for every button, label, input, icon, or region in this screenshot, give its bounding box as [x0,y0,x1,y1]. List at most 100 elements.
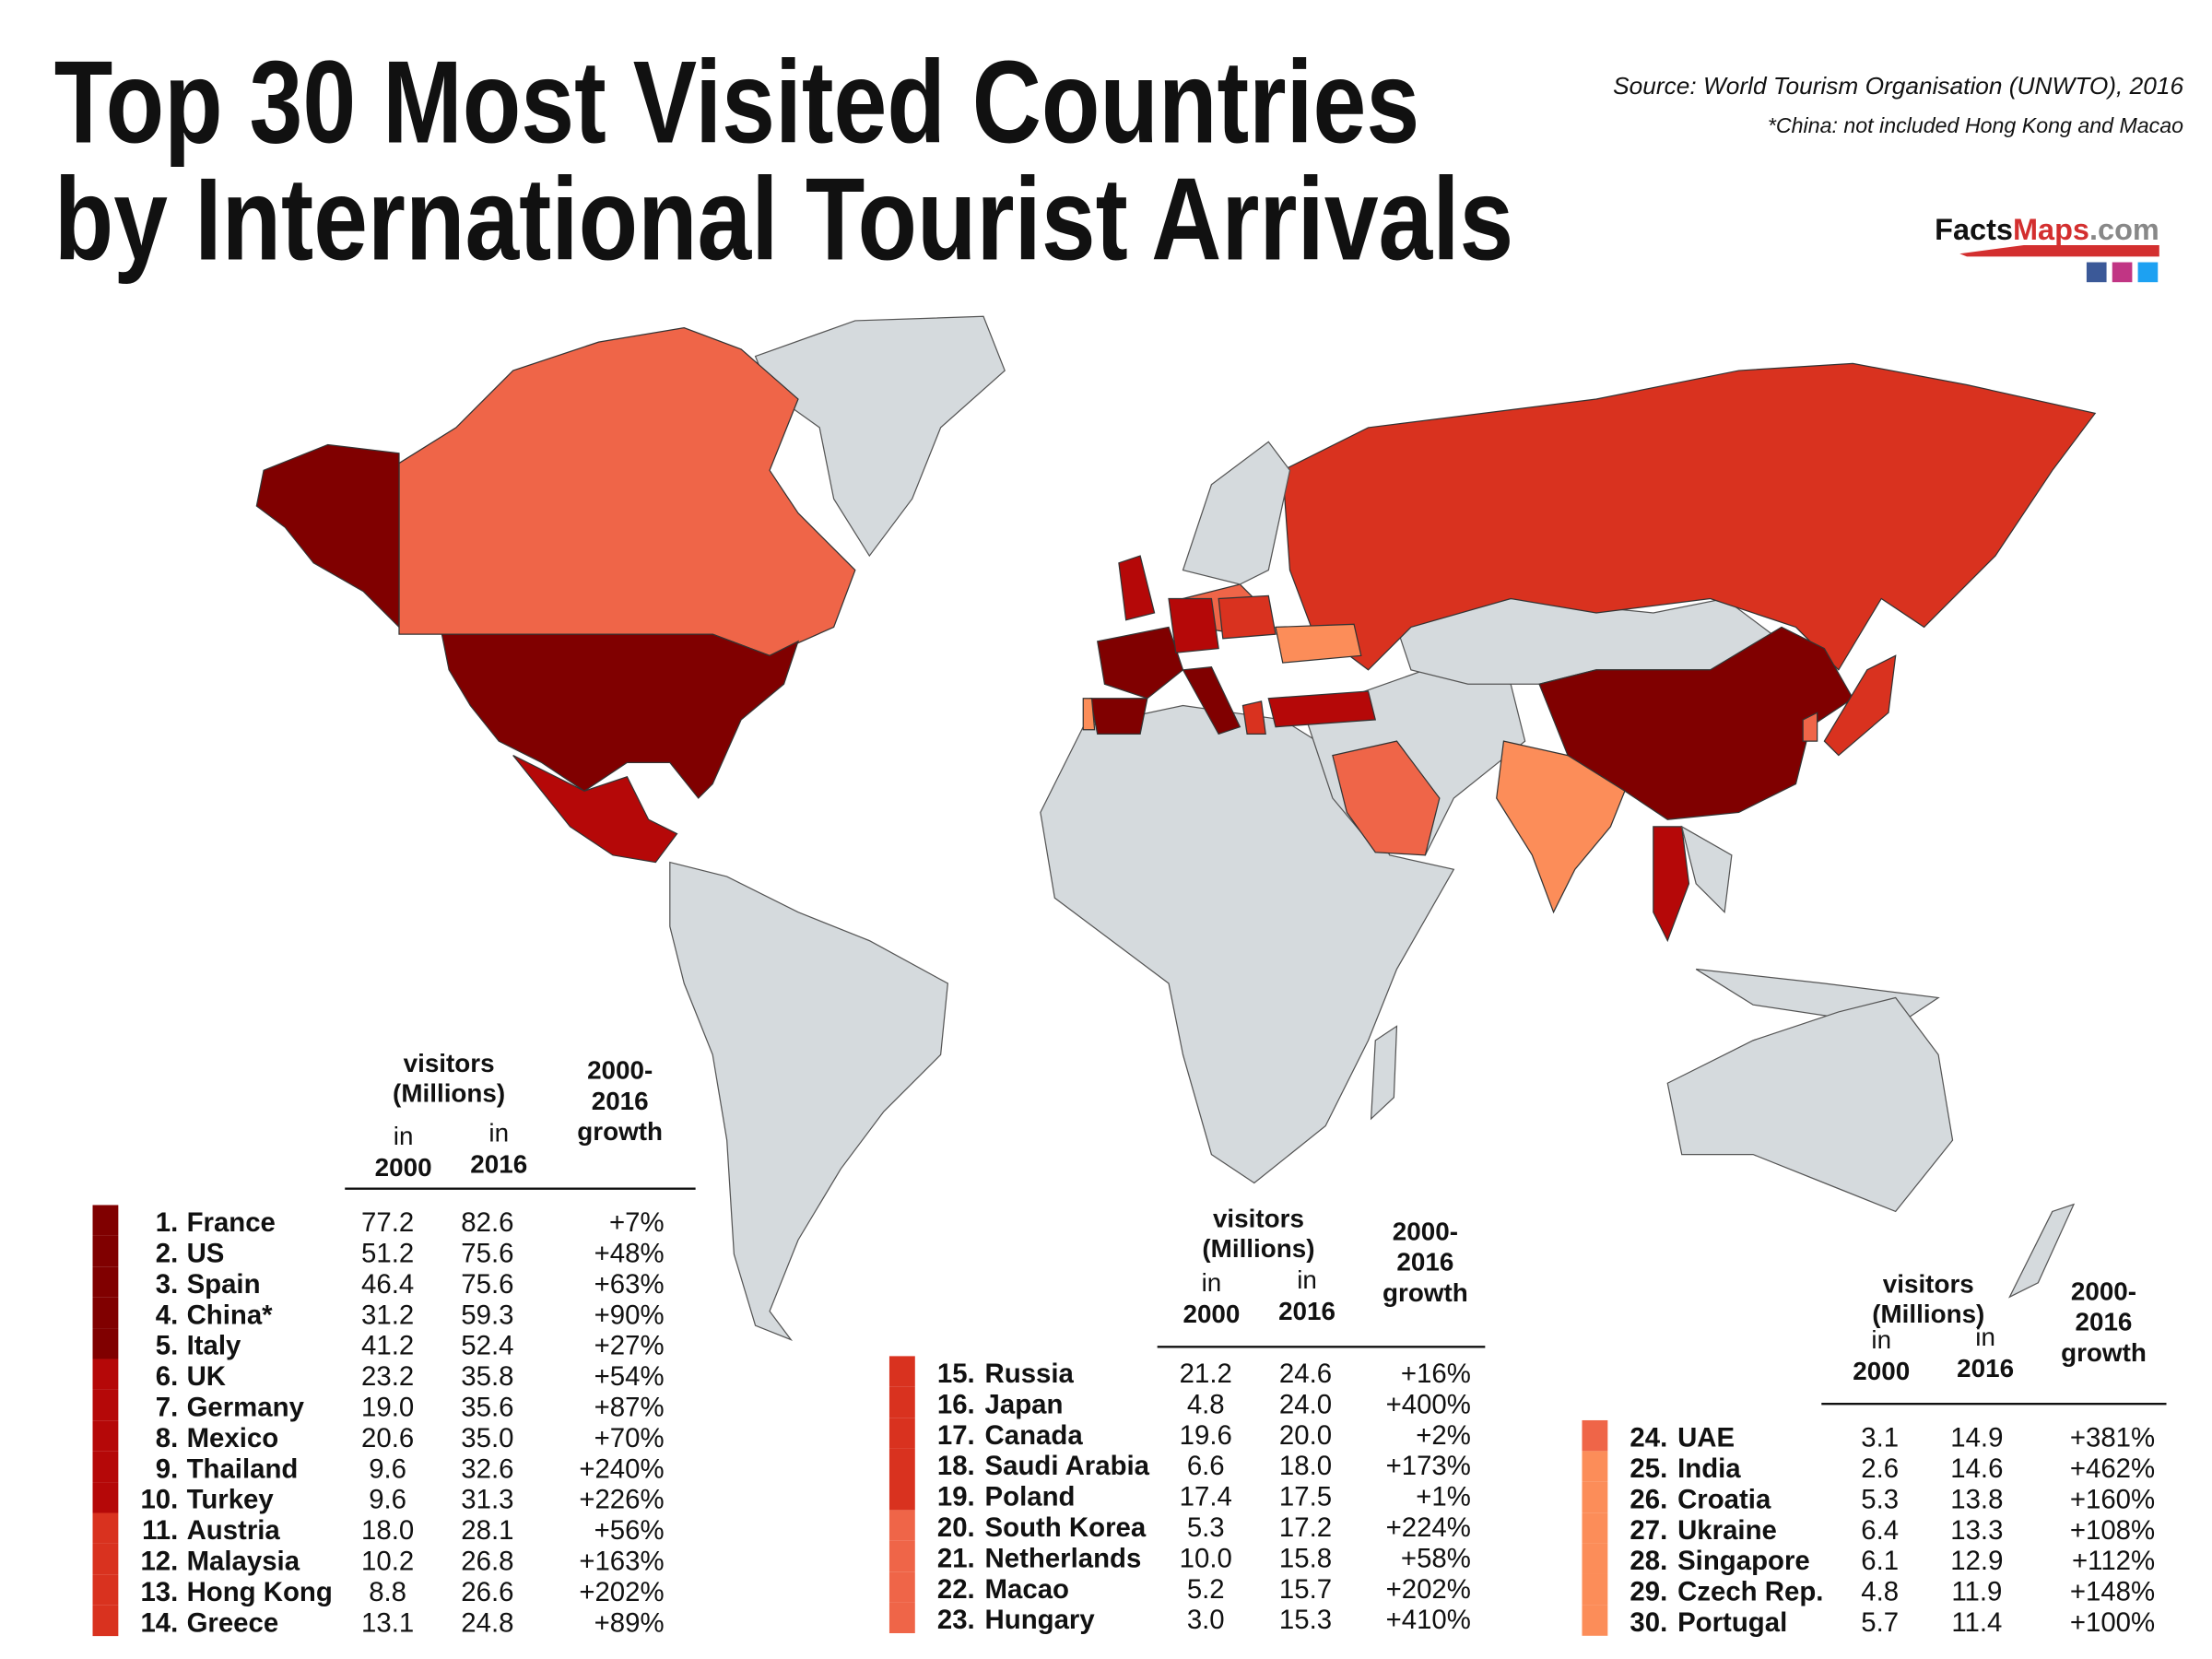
visitors-2016: 17.5 [1279,1482,1332,1512]
header-visitors: visitors [1883,1270,1974,1299]
color-swatch [888,1571,915,1603]
growth: +240% [579,1453,664,1484]
growth: +160% [2070,1484,2155,1514]
color-swatch [92,1235,119,1267]
germany [1168,597,1219,653]
header-growth: 2016 [2076,1308,2133,1336]
visitors-2000: 18.0 [361,1515,414,1546]
visitors-2000: 17.4 [1180,1482,1232,1512]
visitors-2000: 4.8 [1861,1577,1899,1607]
visitors-2000: 46.4 [361,1269,414,1300]
color-swatch [92,1266,119,1298]
uk [1118,555,1156,621]
growth: +148% [2070,1577,2155,1607]
country: Macao [985,1574,1069,1605]
growth: +16% [1401,1359,1471,1389]
logo-bar [1959,244,2159,257]
growth: +2% [1416,1420,1471,1451]
visitors-2000: 20.6 [361,1423,414,1453]
logo: FactsMaps.com [1935,213,2159,283]
rank: 30. [1630,1607,1667,1638]
header-year: 2000 [1853,1357,1910,1385]
visitors-2016: 35.8 [461,1361,513,1392]
visitors-2000: 51.2 [361,1238,414,1268]
australia [1666,996,1954,1213]
logo-text: FactsMaps.com [1935,213,2159,246]
rank: 25. [1630,1453,1667,1484]
rank: 9. [156,1453,178,1484]
header-in: in [1871,1325,1891,1354]
country: Saudi Arabia [985,1451,1150,1481]
ukraine [1275,623,1362,664]
logo-maps: Maps [2013,213,2089,246]
instagram-icon[interactable] [2112,262,2133,283]
source: Source: World Tourism Organisation (UNWT… [1613,72,2183,100]
header-growth: 2000- [1393,1217,1458,1245]
visitors-2016: 12.9 [1950,1546,2003,1576]
color-swatch [92,1205,119,1236]
country: Turkey [187,1485,275,1515]
twitter-icon[interactable] [2137,262,2159,283]
country: Croatia [1677,1484,1771,1514]
new-zealand [2008,1203,2076,1299]
growth: +90% [594,1300,665,1330]
rank: 3. [156,1269,178,1300]
growth: +400% [1386,1389,1471,1419]
france [1097,626,1184,700]
growth: +58% [1401,1543,1471,1573]
growth: +202% [579,1577,664,1607]
color-swatch [1582,1451,1608,1482]
visitors-2016: 75.6 [461,1238,513,1268]
rank: 27. [1630,1515,1667,1546]
header-in: in [1975,1323,1995,1351]
visitors-2000: 5.2 [1187,1574,1225,1605]
visitors-2016: 26.6 [461,1577,513,1607]
color-swatch [92,1482,119,1513]
visitors-2016: 13.8 [1950,1484,2003,1514]
growth: +1% [1416,1482,1471,1512]
rank: 11. [142,1515,178,1546]
visitors-2000: 5.3 [1861,1484,1899,1514]
visitors-2000: 23.2 [361,1361,414,1392]
rank: 2. [156,1238,178,1268]
growth: +226% [579,1485,664,1515]
visitors-2000: 5.3 [1187,1512,1225,1543]
facebook-icon[interactable] [2086,262,2107,283]
rank: 6. [156,1361,178,1392]
color-swatch [888,1540,915,1572]
color-swatch [92,1328,119,1359]
visitors-2016: 28.1 [461,1515,513,1546]
madagascar [1370,1025,1398,1121]
rank: 29. [1630,1577,1667,1607]
color-swatch [92,1605,119,1637]
growth: +100% [2070,1607,2155,1638]
color-swatch [1582,1512,1608,1544]
country: South Korea [985,1512,1147,1543]
header-millions: (Millions) [393,1078,505,1107]
rank: 13. [140,1577,178,1607]
rank: 24. [1630,1423,1667,1453]
visitors-2000: 2.6 [1861,1453,1899,1484]
color-swatch [92,1512,119,1544]
header-year: 2016 [1278,1297,1335,1325]
visitors-2016: 52.4 [461,1331,513,1361]
growth: +202% [1386,1574,1471,1605]
visitors-2016: 18.0 [1279,1451,1332,1481]
visitors-2016: 15.7 [1279,1574,1332,1605]
growth: +381% [2070,1423,2155,1453]
color-swatch [92,1297,119,1329]
color-swatch [1582,1481,1608,1513]
greece [1241,700,1266,735]
logo-facts: Facts [1935,213,2013,246]
growth: +462% [2070,1453,2155,1484]
color-swatch [92,1574,119,1606]
visitors-2000: 5.7 [1861,1607,1899,1638]
visitors-2000: 8.8 [369,1577,406,1607]
visitors-2016: 14.9 [1950,1423,2003,1453]
country: Russia [985,1359,1075,1389]
growth: +27% [594,1331,665,1361]
growth: +56% [594,1515,665,1546]
visitors-2016: 32.6 [461,1453,513,1484]
visitors-2016: 20.0 [1279,1420,1332,1451]
visitors-2000: 6.6 [1187,1451,1225,1481]
